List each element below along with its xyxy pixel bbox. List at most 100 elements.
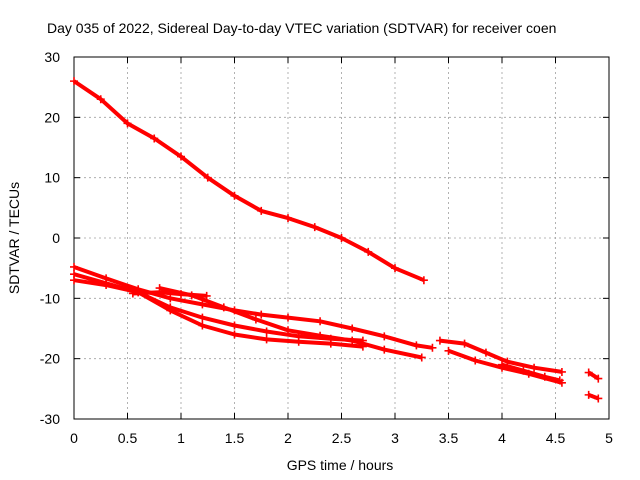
data-point <box>166 306 175 315</box>
data-point <box>348 324 357 333</box>
data-point <box>419 276 428 285</box>
data-point <box>294 337 303 346</box>
data-point <box>155 288 164 297</box>
x-tick-label: 1 <box>177 430 185 446</box>
data-point <box>262 327 271 336</box>
data-point <box>70 262 78 271</box>
data-point <box>557 367 566 376</box>
series-sat-9 <box>498 360 564 385</box>
data-point <box>471 356 480 365</box>
data-point <box>177 152 185 161</box>
data-point <box>198 313 207 322</box>
y-tick-label: 20 <box>44 109 60 125</box>
data-point <box>555 376 564 385</box>
x-tick-label: 1.5 <box>225 430 245 446</box>
series-sat-4 <box>70 276 367 351</box>
data-series <box>70 77 603 403</box>
data-point <box>530 363 539 372</box>
data-point <box>230 330 239 339</box>
data-point <box>203 173 212 182</box>
series-line <box>439 338 563 374</box>
data-point <box>594 394 603 403</box>
data-point <box>198 321 207 330</box>
axis-ticks <box>73 56 610 420</box>
data-point <box>123 119 132 128</box>
data-point <box>428 343 437 352</box>
data-point <box>219 303 228 312</box>
y-tick-label: 10 <box>44 170 60 186</box>
data-point <box>460 339 469 348</box>
series-line <box>73 278 364 349</box>
x-tick-label: 4.5 <box>546 430 566 446</box>
data-point <box>150 134 159 143</box>
data-point <box>198 300 207 309</box>
y-tick-labels: -30 -20 -10 0 10 20 30 <box>40 49 60 427</box>
y-tick-label: -20 <box>40 351 60 367</box>
data-point <box>284 313 292 322</box>
data-point <box>166 294 175 303</box>
data-point <box>380 332 389 341</box>
series-sat-7 <box>435 336 566 376</box>
data-point <box>70 77 78 86</box>
data-point <box>498 360 506 369</box>
data-point <box>284 214 292 223</box>
data-point <box>348 336 357 345</box>
series-sat-1 <box>70 77 428 285</box>
data-point <box>380 345 389 354</box>
data-point <box>481 348 490 357</box>
data-point <box>417 353 426 362</box>
data-point <box>412 341 421 350</box>
x-tick-labels: 0 0.5 1 1.5 2 2.5 3 3.5 4 4.5 5 <box>70 430 613 446</box>
data-point <box>177 290 185 299</box>
y-tick-label: 30 <box>44 49 60 65</box>
x-tick-label: 2.5 <box>332 430 352 446</box>
data-point <box>444 346 453 355</box>
data-point <box>128 289 137 298</box>
series-sat-10 <box>584 368 603 383</box>
data-point <box>257 206 266 215</box>
data-point <box>391 264 399 273</box>
data-point <box>310 223 319 232</box>
y-tick-label: -10 <box>40 290 60 306</box>
x-tick-label: 4 <box>498 430 506 446</box>
y-axis-label: SDTVAR / TECUs <box>6 182 22 294</box>
data-point <box>230 191 239 200</box>
y-tick-label: -30 <box>40 411 60 427</box>
data-point <box>364 247 373 256</box>
data-point <box>435 336 444 345</box>
x-tick-label: 0.5 <box>118 430 138 446</box>
data-point <box>316 331 325 340</box>
data-point <box>230 321 239 330</box>
data-point <box>102 281 111 290</box>
x-tick-label: 3 <box>391 430 399 446</box>
y-tick-label: 0 <box>52 230 60 246</box>
x-tick-label: 3.5 <box>439 430 459 446</box>
data-point <box>326 339 335 348</box>
data-point <box>257 310 266 319</box>
series-line <box>132 290 207 298</box>
data-point <box>519 366 528 375</box>
series-line <box>501 362 561 383</box>
series-line <box>587 370 600 381</box>
series-sat-6 <box>128 288 211 300</box>
data-point <box>316 317 325 326</box>
x-tick-label: 5 <box>605 430 613 446</box>
x-tick-label: 0 <box>70 430 78 446</box>
data-point <box>584 368 593 377</box>
chart-title: Day 035 of 2022, Sidereal Day-to-day VTE… <box>47 20 556 36</box>
x-axis-label: GPS time / hours <box>287 457 394 473</box>
data-point <box>594 374 603 383</box>
data-point <box>70 276 78 285</box>
series-line <box>72 79 425 283</box>
x-tick-label: 2 <box>284 430 292 446</box>
series-sat-11 <box>584 390 603 403</box>
data-point <box>202 291 211 300</box>
data-point <box>251 315 260 324</box>
data-point <box>262 335 271 344</box>
data-point <box>584 390 593 399</box>
data-point <box>96 95 105 104</box>
data-point <box>540 372 549 381</box>
data-point <box>284 326 292 335</box>
data-point <box>337 234 346 242</box>
